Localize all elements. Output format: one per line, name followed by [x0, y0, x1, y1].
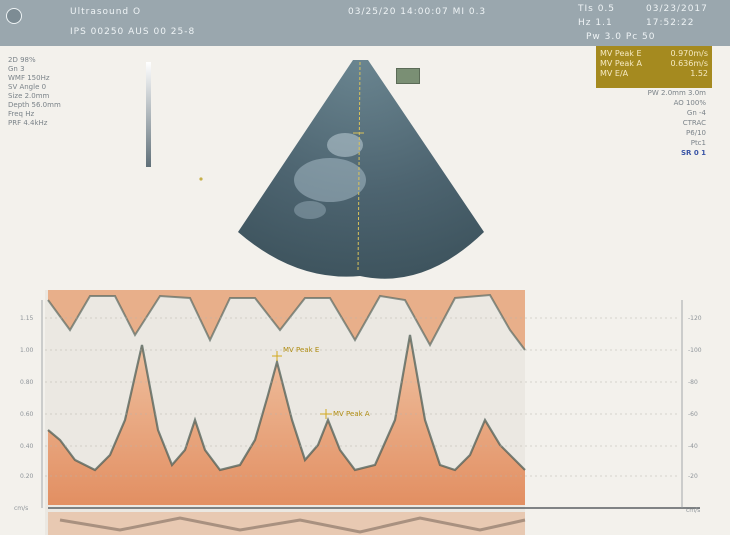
measurement-row: MV E/A 1.52	[600, 69, 708, 79]
right-scale-label: -40	[688, 443, 698, 450]
parameter-item: Gn 3	[8, 65, 25, 73]
doppler-upper-band	[48, 290, 525, 350]
left-scale-label: 0.40	[20, 443, 34, 450]
parameter-item: Gn -4	[686, 109, 706, 117]
tissue-highlight	[294, 158, 366, 202]
peak-e-annotation: MV Peak E	[283, 346, 319, 354]
probe-orientation-marker	[396, 68, 420, 84]
parameter-item: CTRAC	[682, 119, 706, 127]
doppler-upper-edge	[47, 293, 526, 351]
parameter-item: Size 2.0mm	[8, 92, 50, 100]
left-scale-unit: cm/s	[14, 505, 28, 512]
measurement-box: MV Peak E 0.970m/s MV Peak A 0.636m/s MV…	[596, 46, 712, 88]
left-parameter-list: 2D 98% Gn 3 WMF 150Hz SV Angle 0 Size 2.…	[8, 56, 61, 128]
parameter-item: P6/10	[686, 129, 706, 137]
measurement-label: MV Peak E	[600, 49, 642, 58]
grayscale-bar	[146, 62, 151, 167]
logo-icon	[6, 8, 22, 24]
left-scale-label: 1.15	[20, 315, 34, 322]
parameter-item: SV Angle 0	[8, 83, 47, 91]
header-line2-right-a: Hz 1.1	[578, 18, 613, 28]
measurement-value: 0.970m/s	[670, 49, 708, 58]
sector-image	[238, 60, 484, 279]
right-scale-label: -120	[688, 315, 702, 322]
parameter-item: 2D 98%	[8, 56, 36, 64]
doppler-lower-dark	[59, 516, 526, 534]
measurement-row: MV Peak E 0.970m/s	[600, 49, 708, 59]
left-scale-label: 0.20	[20, 473, 34, 480]
right-parameter-list: PW 2.0mm 3.0m AO 100% Gn -4 CTRAC P6/10 …	[648, 88, 706, 158]
right-scale-label: -80	[688, 379, 698, 386]
sample-volume-cursor	[357, 61, 361, 273]
header-line2-right-b: 17:52:22	[646, 18, 695, 28]
peak-a-annotation: MV Peak A	[333, 410, 370, 418]
parameter-item: WMF 150Hz	[8, 74, 50, 82]
measurement-label: MV Peak A	[600, 59, 642, 68]
measurement-label: MV E/A	[600, 69, 629, 78]
right-scale-label: -60	[688, 411, 698, 418]
header-line2-left: IPS 00250 AUS 00 25-8	[70, 27, 196, 37]
header-line1-right-b: 03/23/2017	[646, 4, 708, 14]
parameter-item: PRF 4.4kHz	[8, 119, 48, 127]
header-line1-right-a: TIs 0.5	[578, 4, 616, 14]
focus-marker	[199, 177, 203, 181]
parameter-item: Freq Hz	[8, 110, 35, 118]
measurement-value: 0.636m/s	[670, 59, 708, 68]
right-scale-unit: cm/s	[686, 507, 700, 514]
parameter-item-accent: SR 0 1	[680, 149, 706, 157]
parameter-item: PW 2.0mm 3.0m	[647, 89, 706, 97]
doppler-spectrum	[48, 335, 525, 505]
tissue-highlight	[294, 201, 326, 219]
header-line1-mid: 03/25/20 14:00:07 MI 0.3	[348, 7, 487, 17]
left-scale-label: 1.00	[20, 347, 34, 354]
left-scale-label: 0.80	[20, 379, 34, 386]
right-scale-label: -20	[688, 473, 698, 480]
header-line3-right: Pw 3.0 Pc 50	[586, 32, 656, 42]
tissue-highlight	[327, 133, 363, 157]
doppler-envelope	[47, 334, 526, 472]
measurement-row: MV Peak A 0.636m/s	[600, 59, 708, 69]
header-bar: Ultrasound O 03/25/20 14:00:07 MI 0.3 TI…	[0, 0, 730, 46]
measurement-value: 1.52	[690, 69, 708, 78]
parameter-item: Ptc1	[690, 139, 706, 147]
parameter-item: AO 100%	[673, 99, 706, 107]
parameter-item: Depth 56.0mm	[8, 101, 61, 109]
right-scale-label: -100	[688, 347, 702, 354]
header-line1-left: Ultrasound O	[70, 7, 142, 17]
left-scale-label: 0.60	[20, 411, 34, 418]
